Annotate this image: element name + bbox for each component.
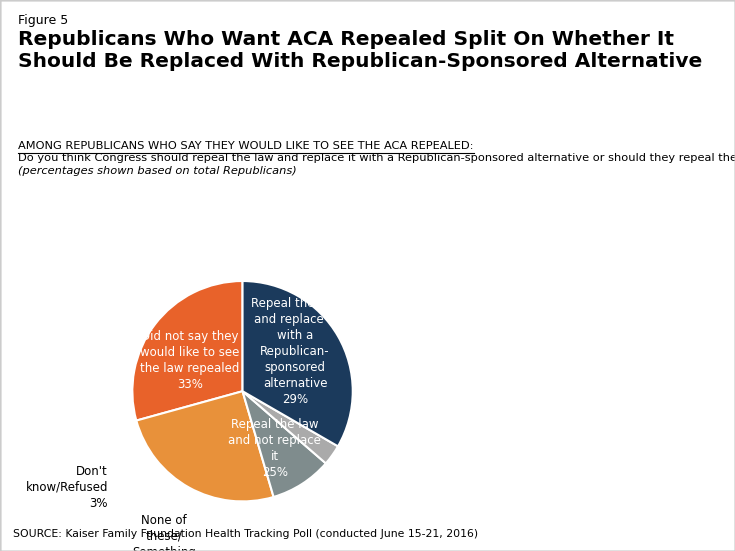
Text: Do you think Congress should repeal the law and replace it with a Republican-spo: Do you think Congress should repeal the …: [18, 153, 735, 163]
Text: Don't
know/Refused
3%: Don't know/Refused 3%: [26, 464, 108, 510]
Text: SOURCE: Kaiser Family Foundation Health Tracking Poll (conducted June 15-21, 201: SOURCE: Kaiser Family Foundation Health …: [13, 529, 478, 539]
Wedge shape: [243, 281, 353, 446]
Text: Did not say they
would like to see
the law repealed
33%: Did not say they would like to see the l…: [140, 331, 240, 391]
Wedge shape: [243, 391, 338, 463]
Wedge shape: [136, 391, 273, 501]
Text: (percentages shown based on total Republicans): (percentages shown based on total Republ…: [18, 166, 297, 176]
Text: THE HENRY J.
KAISER
FAMILY
FOUNDATION: THE HENRY J. KAISER FAMILY FOUNDATION: [642, 488, 706, 532]
Text: Figure 5: Figure 5: [18, 14, 68, 27]
Wedge shape: [243, 391, 326, 497]
Text: None of
these/
Something
else (Vol.)
9%: None of these/ Something else (Vol.) 9%: [132, 514, 196, 551]
Text: Repeal the law
and not replace
it
25%: Repeal the law and not replace it 25%: [229, 419, 321, 479]
Text: Repeal the law
and replace it
with a
Republican-
sponsored
alternative
29%: Repeal the law and replace it with a Rep…: [251, 296, 339, 406]
Text: Republicans Who Want ACA Repealed Split On Whether It
Should Be Replaced With Re: Republicans Who Want ACA Repealed Split …: [18, 30, 703, 71]
Wedge shape: [132, 281, 243, 420]
Text: AMONG REPUBLICANS WHO SAY THEY WOULD LIKE TO SEE THE ACA REPEALED:: AMONG REPUBLICANS WHO SAY THEY WOULD LIK…: [18, 141, 474, 150]
